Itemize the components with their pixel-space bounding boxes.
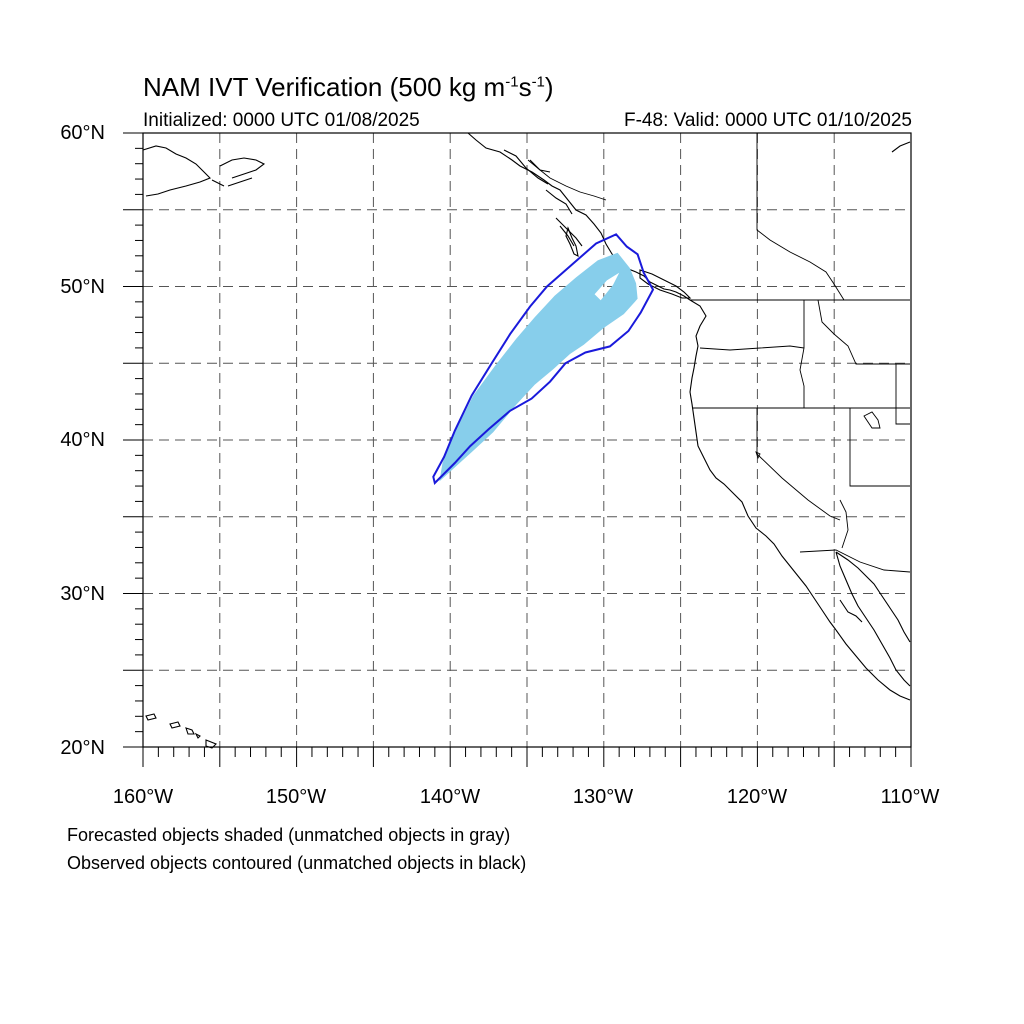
title-end-text: ) [544, 72, 554, 102]
legend-forecast-note: Forecasted objects shaded (unmatched obj… [67, 825, 511, 845]
coastline-sw-alaska [142, 145, 266, 197]
axis-ticks [123, 132, 912, 767]
coastline-northeast [891, 141, 911, 153]
border-nv-ut [849, 408, 910, 487]
lon-label-140w: 140°W [419, 786, 481, 808]
border-alaska-canada [527, 159, 607, 201]
title-mid-text: s [518, 72, 532, 102]
observed-object-contour [432, 233, 655, 485]
ivt-objects [432, 233, 655, 485]
title-exponent-2: -1 [531, 73, 545, 91]
initialized-time: Initialized: 0000 UTC 01/08/2025 [143, 110, 420, 131]
forecast-object-shaded [439, 252, 638, 482]
coastline-vancouver-island [639, 269, 692, 299]
legend-observed-note: Observed objects contoured (unmatched ob… [67, 853, 527, 873]
lon-label-150w: 150°W [265, 786, 327, 808]
chart-title: NAM IVT Verification (500 kg m-1s-1) [143, 72, 554, 103]
lat-label-40: 40°N [60, 429, 105, 451]
lat-label-60: 60°N [60, 122, 105, 144]
lon-label-120w: 120°W [726, 786, 788, 808]
lon-label-160w: 160°W [112, 786, 174, 808]
border-idaho-west [799, 300, 805, 408]
border-wa-or [699, 345, 805, 351]
lon-label-130w: 130°W [572, 786, 634, 808]
great-salt-lake [863, 411, 881, 429]
border-us-mexico [799, 549, 911, 573]
lat-label-20: 20°N [60, 737, 105, 759]
title-main-text: NAM IVT Verification (500 kg m [143, 72, 506, 102]
lat-label-30: 30°N [60, 583, 105, 605]
border-mt-id [817, 299, 910, 425]
lake-tahoe [755, 451, 761, 460]
coastline-alaska-bc [467, 132, 837, 631]
coastline-hawaii [145, 713, 217, 749]
coastline-mexico [835, 629, 911, 701]
river-colorado [839, 499, 849, 549]
valid-time: F-48: Valid: 0000 UTC 01/10/2025 [624, 110, 912, 131]
coastline-baja [835, 551, 911, 687]
coastline-panhandle-islands [503, 149, 583, 247]
border-bc-alberta [756, 133, 845, 301]
coastlines [142, 132, 911, 749]
lon-label-110w: 110°W [880, 786, 940, 808]
lat-label-50: 50°N [60, 276, 105, 298]
border-ca-nv [756, 408, 841, 521]
grid-lines [143, 133, 911, 747]
coastline-haida-gwaii [565, 226, 579, 257]
title-exponent-1: -1 [505, 73, 519, 91]
political-borders [527, 133, 911, 573]
map-frame [142, 132, 912, 748]
